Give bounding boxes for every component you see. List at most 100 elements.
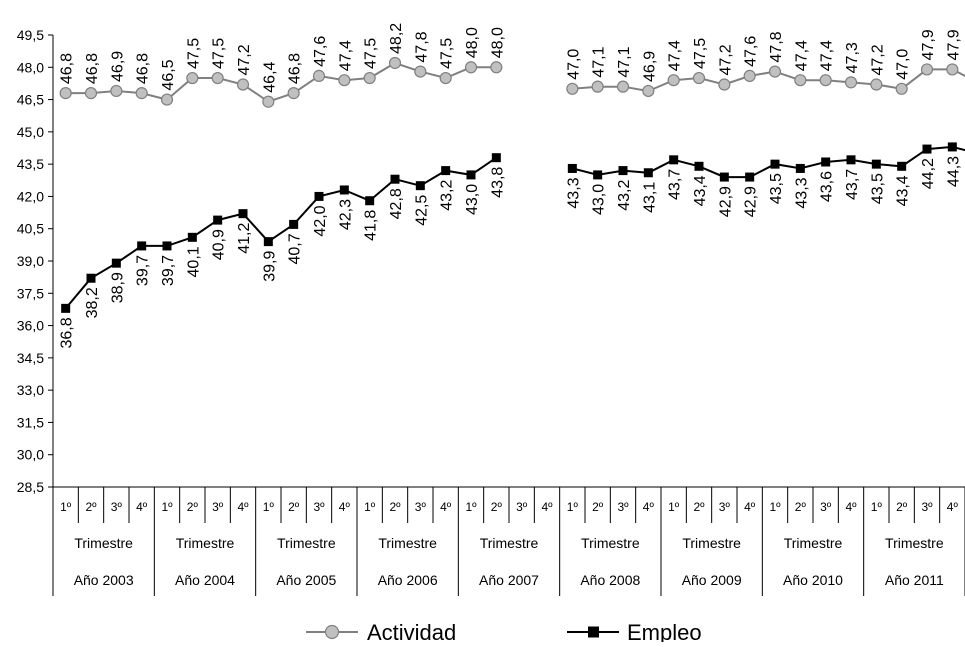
- year-label: Año 2004: [175, 572, 235, 588]
- data-label-actividad: 48,0: [489, 27, 506, 58]
- data-point-actividad: [338, 74, 351, 87]
- year-label: Año 2003: [74, 572, 134, 588]
- quarter-label: 2º: [592, 500, 604, 514]
- data-label-empleo: 43,2: [616, 179, 633, 210]
- data-point-empleo: [618, 166, 628, 176]
- data-point-empleo: [137, 241, 147, 251]
- data-label-actividad: 47,1: [616, 46, 633, 77]
- quarter-label: 1º: [263, 500, 275, 514]
- series-line-empleo: [64, 156, 497, 310]
- data-label-actividad: 47,6: [743, 36, 760, 67]
- y-tick-label: 28,5: [17, 479, 44, 495]
- year-label: Año 2010: [783, 572, 843, 588]
- quarter-label: 2º: [491, 500, 503, 514]
- data-point-empleo: [745, 172, 755, 182]
- data-point-actividad: [388, 56, 402, 70]
- data-label-empleo: 39,7: [135, 255, 152, 286]
- data-point-actividad: [692, 71, 706, 85]
- data-point-empleo: [441, 166, 451, 176]
- quarter-label: 1º: [567, 500, 579, 514]
- quarter-label: 3º: [516, 500, 528, 514]
- data-label-actividad: 46,9: [641, 51, 658, 82]
- data-label-actividad: 47,2: [236, 44, 253, 75]
- quarter-label: 2º: [896, 500, 908, 514]
- data-label-actividad: 47,5: [692, 38, 709, 69]
- data-point-actividad: [667, 74, 680, 87]
- data-label-actividad: 47,2: [717, 44, 734, 75]
- quarter-label: 2º: [85, 500, 97, 514]
- data-label-empleo: 43,7: [667, 169, 684, 200]
- data-point-empleo: [795, 163, 805, 173]
- data-point-actividad: [439, 71, 452, 85]
- data-label-empleo: 41,8: [363, 210, 380, 241]
- data-point-actividad: [84, 87, 98, 100]
- data-point-actividad: [768, 65, 782, 78]
- data-point-empleo: [694, 161, 704, 171]
- data-label-empleo: 36,8: [59, 317, 76, 348]
- data-label-empleo: 43,3: [565, 177, 582, 208]
- data-point-empleo: [314, 191, 324, 201]
- trimestre-label: Trimestre: [784, 535, 843, 551]
- quarter-label: 1º: [769, 500, 781, 514]
- data-point-empleo: [567, 163, 577, 173]
- data-point-empleo: [719, 172, 729, 182]
- data-point-actividad: [414, 65, 427, 78]
- data-label-empleo: 44,2: [920, 158, 937, 189]
- data-point-actividad: [794, 74, 807, 87]
- data-label-empleo: 39,7: [160, 255, 177, 286]
- data-point-actividad: [920, 63, 934, 76]
- data-point-empleo: [213, 215, 223, 225]
- data-label-actividad: 47,0: [895, 49, 912, 80]
- data-label-empleo: 38,9: [109, 272, 126, 303]
- trimestre-label: Trimestre: [176, 535, 235, 551]
- year-label: Año 2011: [885, 572, 944, 588]
- y-tick-label: 42,0: [17, 188, 44, 204]
- data-label-actividad: 46,8: [287, 53, 304, 84]
- data-point-actividad: [363, 71, 376, 85]
- y-tick-label: 45,0: [17, 124, 44, 140]
- legend-marker-actividad: [324, 624, 340, 640]
- quarter-label: 1º: [161, 500, 173, 514]
- data-label-empleo: 41,2: [236, 223, 253, 254]
- data-label-actividad: 46,8: [59, 53, 76, 84]
- data-point-empleo: [871, 159, 881, 169]
- data-label-actividad: 47,8: [768, 31, 785, 62]
- data-point-actividad: [591, 80, 604, 93]
- quarter-label: 4º: [440, 500, 452, 514]
- data-point-actividad: [211, 71, 224, 85]
- quarter-label: 2º: [187, 500, 199, 514]
- data-label-empleo: 40,1: [185, 246, 202, 277]
- y-tick-label: 43,5: [17, 156, 44, 172]
- data-point-empleo: [897, 161, 907, 171]
- legend-marker-empleo: [588, 626, 599, 638]
- data-point-actividad: [160, 93, 174, 106]
- legend-label-empleo: Empleo: [627, 620, 702, 642]
- data-point-empleo: [238, 209, 248, 219]
- quarter-label: 2º: [389, 500, 401, 514]
- quarter-label: 4º: [339, 500, 351, 514]
- quarter-label: 2º: [693, 500, 705, 514]
- data-label-empleo: 43,0: [464, 184, 481, 215]
- quarter-label: 4º: [541, 500, 553, 514]
- year-label: Año 2007: [479, 572, 539, 588]
- data-point-actividad: [262, 95, 275, 108]
- y-tick-label: 33,0: [17, 382, 44, 398]
- year-label: Año 2006: [378, 572, 438, 588]
- data-point-actividad: [642, 84, 655, 98]
- y-tick-label: 31,5: [17, 414, 44, 430]
- trimestre-label: Trimestre: [581, 535, 640, 551]
- data-label-empleo: 43,5: [768, 173, 785, 204]
- trimestre-label: Trimestre: [885, 535, 944, 551]
- data-point-empleo: [86, 273, 96, 283]
- data-point-actividad: [743, 69, 756, 82]
- data-point-actividad: [718, 78, 731, 91]
- data-label-actividad: 47,9: [920, 29, 937, 60]
- data-label-empleo: 42,3: [337, 199, 354, 230]
- data-label-empleo: 42,5: [413, 195, 430, 226]
- quarter-label: 2º: [288, 500, 300, 514]
- data-label-empleo: 42,9: [717, 186, 734, 217]
- quarter-label: 3º: [415, 500, 427, 514]
- data-point-empleo: [593, 170, 603, 180]
- data-label-empleo: 43,3: [793, 177, 810, 208]
